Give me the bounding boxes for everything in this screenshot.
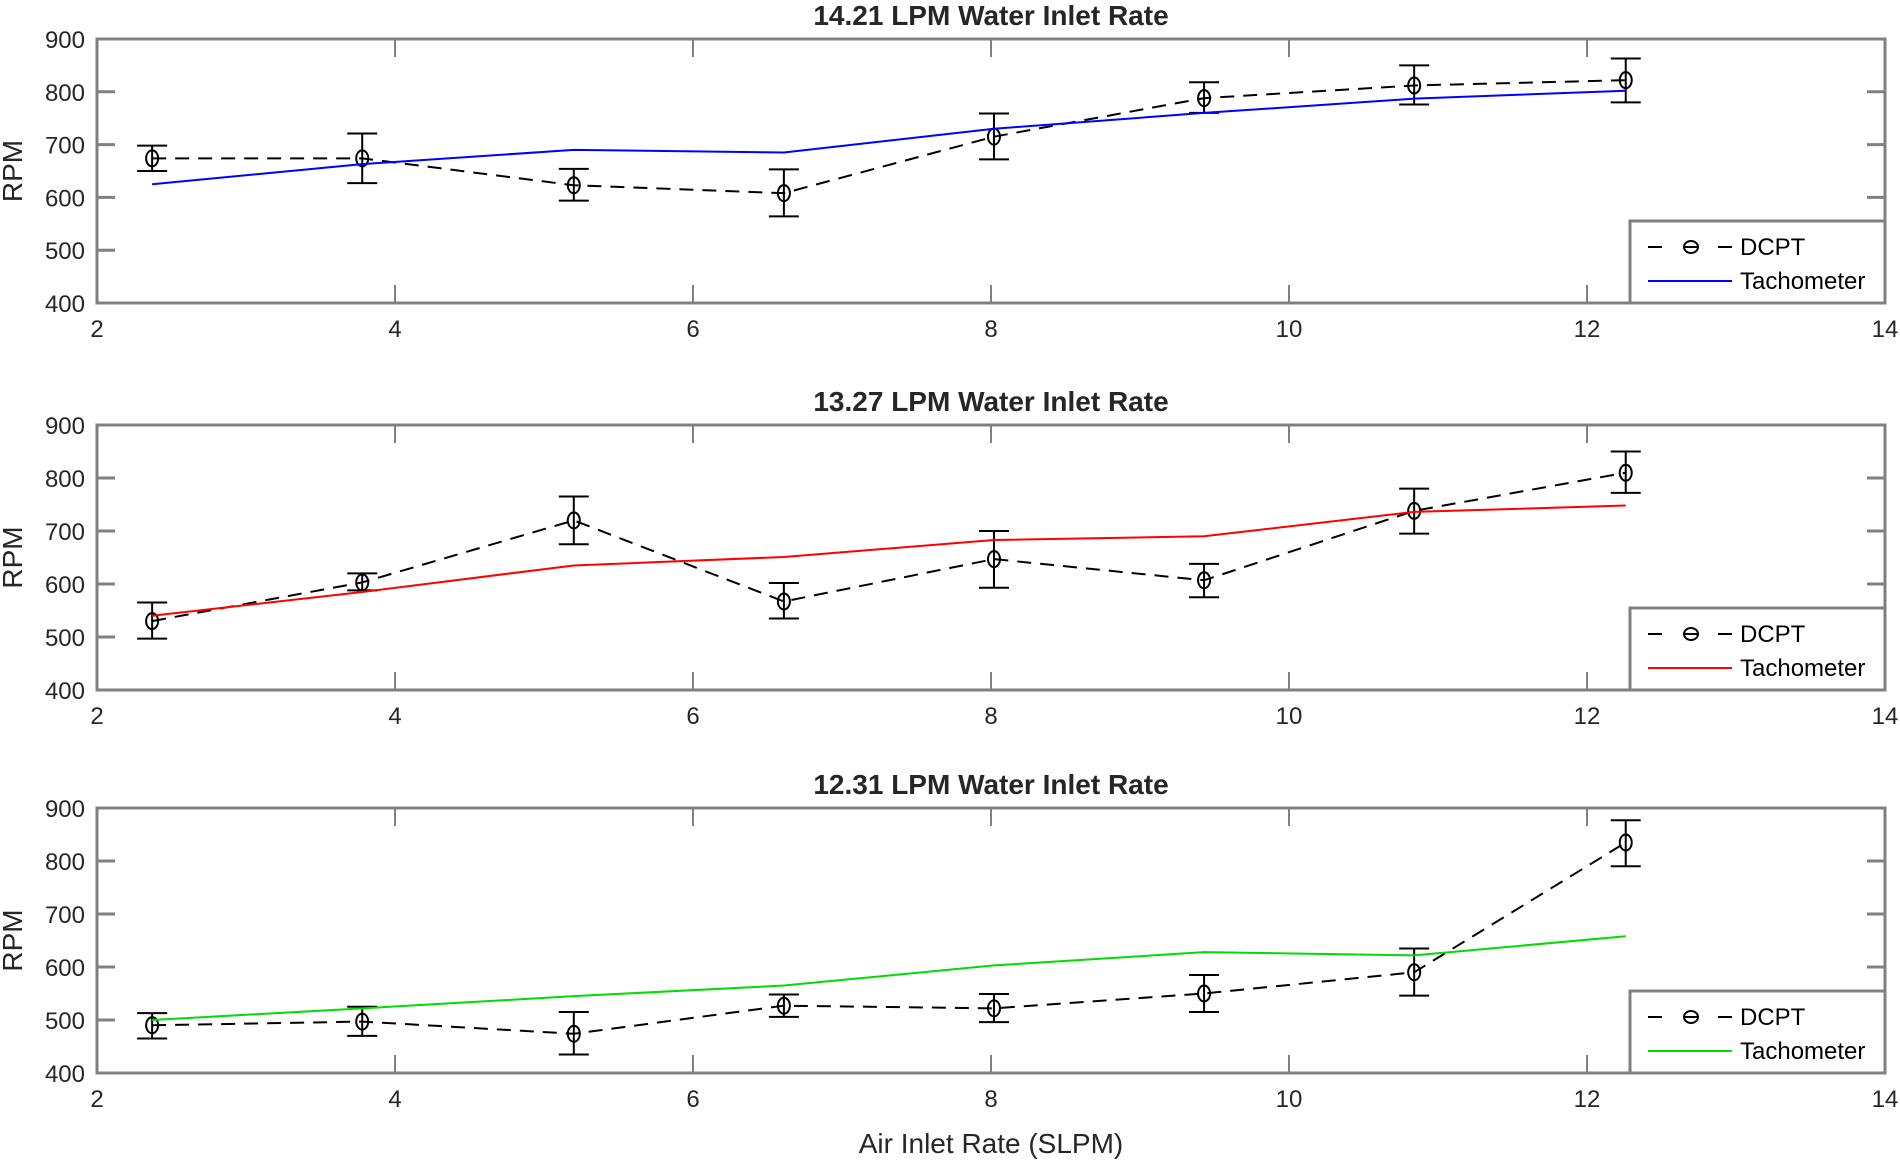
legend-label-tachometer: Tachometer <box>1740 655 1865 682</box>
y-tick-label: 800 <box>45 466 85 493</box>
x-tick-label: 2 <box>90 1086 103 1113</box>
y-tick-label: 400 <box>45 291 85 318</box>
x-tick-label: 12 <box>1574 703 1601 730</box>
x-tick-label: 8 <box>984 316 997 343</box>
x-tick-label: 4 <box>388 1086 401 1113</box>
series-tachometer <box>152 89 1626 186</box>
dcpt-marker <box>145 1016 160 1035</box>
x-tick-label: 6 <box>686 703 699 730</box>
y-tick-label: 700 <box>45 902 85 929</box>
dcpt-marker <box>355 573 370 592</box>
dcpt-marker <box>145 149 160 168</box>
x-tick-label: 2 <box>90 316 103 343</box>
legend: DCPT Tachometer <box>1628 989 1887 1075</box>
y-tick-label: 400 <box>45 1061 85 1088</box>
subplot-2: 13.27 LPM Water Inlet Rate 2 4 6 8 10 12 14 400 5… <box>0 386 1898 730</box>
dcpt-marker <box>986 550 1001 569</box>
y-tick-label: 500 <box>45 238 85 265</box>
dcpt-marker <box>566 511 581 530</box>
legend-label-dcpt: DCPT <box>1740 1004 1806 1031</box>
dcpt-marker <box>1407 963 1422 982</box>
dcpt-line <box>152 841 1627 1035</box>
x-tick-label: 4 <box>388 316 401 343</box>
x-tick-label: 10 <box>1276 703 1303 730</box>
y-tick-label: 900 <box>45 27 85 54</box>
x-tick-label: 14 <box>1872 316 1899 343</box>
legend-label-tachometer: Tachometer <box>1740 1038 1865 1065</box>
y-tick-label: 400 <box>45 678 85 705</box>
tachometer-line <box>152 935 1626 1021</box>
legend: DCPT Tachometer <box>1628 606 1887 692</box>
x-tick-label: 8 <box>984 1086 997 1113</box>
legend-label-dcpt: DCPT <box>1740 234 1806 261</box>
dcpt-marker <box>566 176 581 195</box>
x-tick-label: 10 <box>1276 1086 1303 1113</box>
chart-title: 13.27 LPM Water Inlet Rate <box>813 386 1168 417</box>
dcpt-marker <box>776 592 791 611</box>
dcpt-marker <box>1407 76 1422 95</box>
x-tick-label: 6 <box>686 1086 699 1113</box>
dcpt-marker <box>1618 463 1633 482</box>
dcpt-marker <box>776 996 791 1015</box>
y-tick-label: 600 <box>45 185 85 212</box>
x-axis-label: Air Inlet Rate (SLPM) <box>859 1128 1124 1159</box>
dcpt-marker <box>1618 833 1633 852</box>
y-tick-label: 700 <box>45 519 85 546</box>
legend-label-dcpt: DCPT <box>1740 621 1806 648</box>
y-tick-label: 900 <box>45 413 85 440</box>
subplot-3: 12.31 LPM Water Inlet Rate 2 4 6 8 10 12 14 400 5… <box>0 769 1898 1159</box>
dcpt-marker <box>145 612 160 631</box>
x-tick-label: 12 <box>1574 316 1601 343</box>
chart-title: 12.31 LPM Water Inlet Rate <box>813 769 1168 800</box>
y-tick-label: 500 <box>45 625 85 652</box>
legend-box <box>1628 219 1887 305</box>
dcpt-marker <box>1197 89 1212 108</box>
tachometer-line <box>152 89 1626 186</box>
y-axis-label: RPM <box>0 909 28 971</box>
y-tick-label: 800 <box>45 849 85 876</box>
y-tick-label: 800 <box>45 80 85 107</box>
series-dcpt <box>137 57 1641 218</box>
dcpt-marker <box>776 184 791 203</box>
y-tick-label: 600 <box>45 955 85 982</box>
x-tick-label: 14 <box>1872 1086 1899 1113</box>
plot-area <box>95 37 1887 305</box>
dcpt-marker <box>986 999 1001 1018</box>
subplot-1: 14.21 LPM Water Inlet Rate 2 4 6 8 10 12 14 400 5… <box>0 0 1898 343</box>
y-tick-label: 700 <box>45 133 85 160</box>
dcpt-line <box>152 79 1626 195</box>
x-tick-label: 12 <box>1574 1086 1601 1113</box>
y-tick-label: 600 <box>45 572 85 599</box>
legend: DCPT Tachometer <box>1628 219 1887 305</box>
legend-box <box>1628 989 1887 1075</box>
tachometer-line <box>152 504 1626 617</box>
dcpt-line <box>151 471 1626 623</box>
x-tick-label: 2 <box>90 703 103 730</box>
dcpt-marker <box>1197 571 1212 590</box>
dcpt-marker <box>1197 984 1212 1003</box>
x-tick-label: 6 <box>686 316 699 343</box>
dcpt-marker <box>1618 71 1633 90</box>
series-tachometer <box>152 504 1626 617</box>
y-axis-label: RPM <box>0 140 28 202</box>
dcpt-marker <box>355 149 370 168</box>
x-tick-label: 14 <box>1872 703 1899 730</box>
y-axis-label: RPM <box>0 526 28 588</box>
series-tachometer <box>152 935 1626 1021</box>
y-tick-label: 500 <box>45 1008 85 1035</box>
x-tick-label: 10 <box>1276 316 1303 343</box>
legend-label-tachometer: Tachometer <box>1740 268 1865 295</box>
plot-area <box>95 423 1887 692</box>
x-tick-label: 4 <box>388 703 401 730</box>
chart-title: 14.21 LPM Water Inlet Rate <box>813 0 1168 31</box>
dcpt-marker <box>566 1024 581 1043</box>
dcpt-marker <box>355 1012 370 1031</box>
legend-box <box>1628 606 1887 692</box>
y-tick-label: 900 <box>45 796 85 823</box>
x-tick-label: 8 <box>984 703 997 730</box>
